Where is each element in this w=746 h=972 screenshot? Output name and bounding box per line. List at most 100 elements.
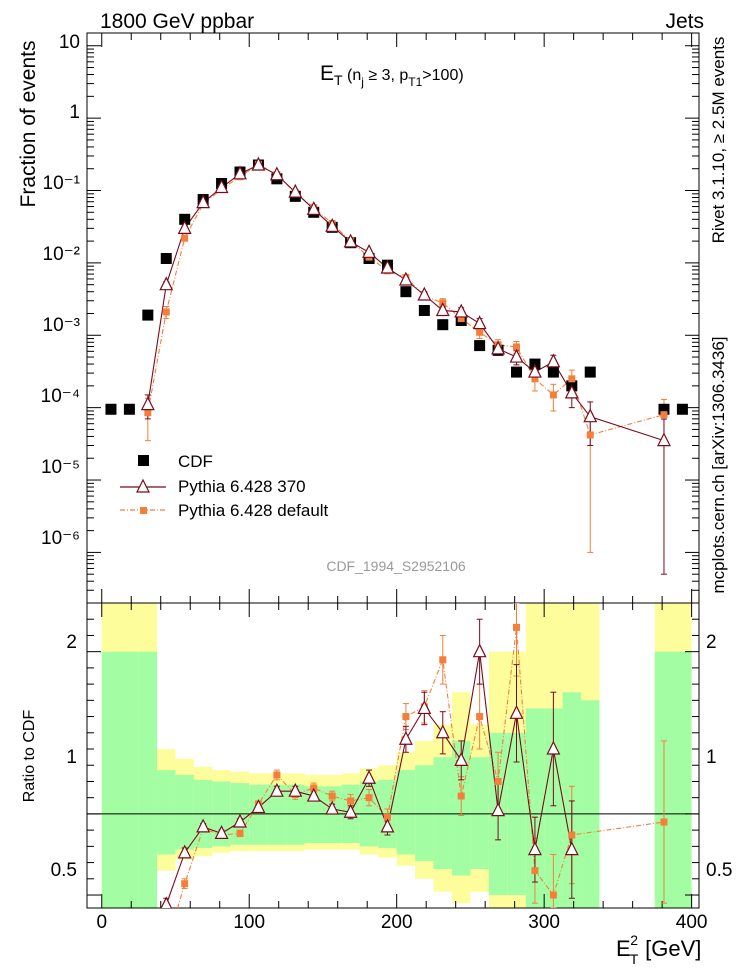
band-inner xyxy=(396,770,416,855)
xlabel-sub: T xyxy=(630,951,639,967)
pythia370-point xyxy=(417,286,432,301)
ratio-xtick-label: 400 xyxy=(676,912,708,933)
ratio-axes: 0 100 200 300 400 xyxy=(86,602,708,933)
title-sub-j: j xyxy=(360,75,364,89)
default-point xyxy=(513,343,521,351)
ratio-default-point xyxy=(328,792,336,800)
ratio-pythia370-point xyxy=(325,800,340,815)
title-rest-1: (n xyxy=(343,67,362,84)
pythia370-point xyxy=(380,259,395,274)
pythia370-point xyxy=(509,348,524,363)
ratio-uncertainty-bands xyxy=(101,603,692,908)
cdf-point xyxy=(179,213,191,225)
ytick-label: 10 xyxy=(59,32,80,53)
main-ylabel: Fraction of events xyxy=(17,41,40,208)
ratio-pythia370-point xyxy=(527,841,542,856)
ratio-default-point xyxy=(476,713,484,721)
pythia370-line xyxy=(147,164,665,442)
pythia370-point xyxy=(454,303,469,318)
pythia370-point xyxy=(343,233,358,248)
ratio-default-point xyxy=(457,792,465,800)
band-inner xyxy=(470,757,489,870)
ytick-label: 10⁻² xyxy=(43,244,81,265)
ratio-ytick-label-right: 0.5 xyxy=(706,860,732,881)
ratio-pythia370-point xyxy=(177,844,192,859)
ratio-pythia370-point xyxy=(306,787,321,802)
pythia370-point xyxy=(177,220,192,234)
band-inner xyxy=(525,708,545,908)
default-point xyxy=(531,375,539,383)
ratio-pythia370-point xyxy=(491,802,506,817)
default-point xyxy=(568,375,576,383)
ratio-series xyxy=(160,603,668,908)
title-rest-3: >100) xyxy=(422,67,463,84)
cdf-point xyxy=(437,319,449,331)
ratio-xtick-label: 0 xyxy=(96,912,107,933)
default-point xyxy=(144,409,152,417)
ratio-frame xyxy=(86,602,700,909)
legend-label-default: Pythia 6.428 default xyxy=(178,501,329,520)
cdf-point xyxy=(160,252,172,264)
default-point xyxy=(476,328,484,336)
title-rest-2: ≥ 3, p xyxy=(364,67,408,84)
ytick-label: 10⁻⁶ xyxy=(41,528,80,549)
ratio-default-point xyxy=(347,797,355,805)
pythia370-point xyxy=(546,353,561,368)
cdf-point xyxy=(418,304,430,316)
pythia370-point xyxy=(214,179,229,194)
ratio-pythia370-point xyxy=(564,841,579,856)
ratio-pythia370-point xyxy=(233,813,247,828)
pythia370-point xyxy=(325,217,340,232)
default-point xyxy=(660,411,668,419)
ratio-default-point xyxy=(439,656,447,664)
cdf-point xyxy=(658,403,670,415)
xlabel-unit: [GeV] xyxy=(639,936,701,961)
main-ytick-labels: 10 1 10⁻¹ 10⁻² 10⁻³ 10⁻⁴ 10⁻⁵ 10⁻⁶ xyxy=(41,32,80,549)
ratio-pythia370-point xyxy=(435,724,450,739)
pythia370-point xyxy=(251,156,266,171)
pythia370-point xyxy=(398,271,413,286)
ratio-default-point xyxy=(531,867,539,875)
ratio-ytick-label-left: 2 xyxy=(66,632,77,653)
band-inner xyxy=(433,757,452,870)
ytick-label: 1 xyxy=(69,102,80,123)
ratio-ylabel: Ratio to CDF xyxy=(21,710,38,803)
default-point xyxy=(181,234,189,242)
ytick-label: 10⁻⁵ xyxy=(41,457,80,478)
pythia370-point xyxy=(159,276,174,291)
pythia370-point xyxy=(472,315,487,330)
ratio-pythia370-point xyxy=(417,700,432,715)
ratio-default-point xyxy=(181,880,189,888)
band-inner xyxy=(415,765,434,861)
ratio-default-point xyxy=(365,794,373,802)
legend-label-cdf: CDF xyxy=(178,452,213,471)
default-line xyxy=(147,163,665,436)
band-inner xyxy=(249,784,268,845)
band-inner xyxy=(157,770,176,855)
ratio-pythia370-point xyxy=(380,818,395,833)
pythia370-point xyxy=(491,340,506,355)
ratio-default-point xyxy=(383,813,391,821)
pythia370-point xyxy=(269,166,284,181)
band-inner xyxy=(322,786,342,844)
ratio-pythia370-point xyxy=(509,704,524,719)
ratio-pythia370-point xyxy=(398,730,413,745)
band-inner xyxy=(175,774,194,850)
ratio-xlabel: ET 2 [GeV] xyxy=(616,932,701,967)
xlabel-main: E xyxy=(616,936,631,961)
ratio-default-point xyxy=(568,831,576,839)
ratio-xtick-label: 300 xyxy=(528,912,560,933)
ratio-pythia370-point xyxy=(269,782,284,797)
default-point xyxy=(162,308,170,316)
pythia370-point xyxy=(233,165,247,180)
ratio-pythia370-point xyxy=(454,752,469,766)
xlabel-sup: 2 xyxy=(630,932,638,948)
process-label: Jets xyxy=(665,10,704,33)
band-inner xyxy=(544,708,563,908)
ratio-default-point xyxy=(273,771,281,779)
rivet-label: Rivet 3.1.10, ≥ 2.5M events xyxy=(709,37,728,244)
default-point xyxy=(457,315,465,323)
band-inner xyxy=(101,651,139,908)
default-point xyxy=(549,391,557,399)
